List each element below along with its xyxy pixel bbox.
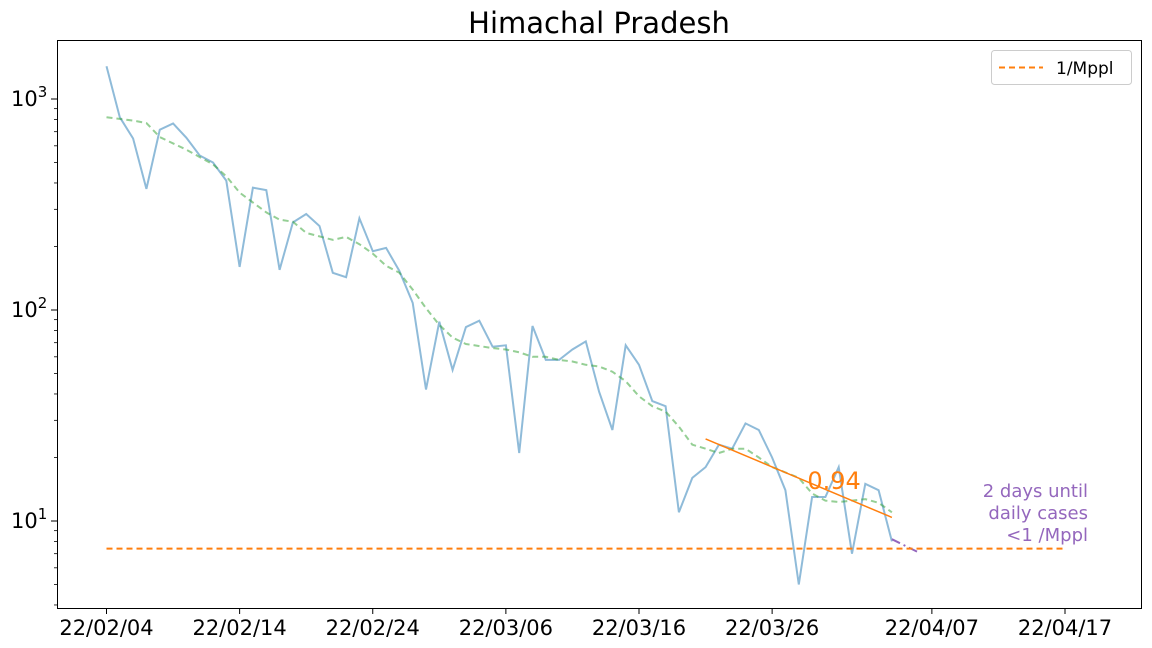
series-daily-line	[105, 65, 893, 585]
legend-box	[991, 50, 1132, 85]
x-tick-label: 22/03/16	[592, 616, 686, 640]
x-tick-label: 22/02/04	[59, 616, 153, 640]
forecast-line: daily cases	[988, 503, 1088, 524]
forecast-line: 2 days until	[983, 481, 1088, 502]
x-tick-label: 22/02/14	[192, 616, 286, 640]
forecast-annotation: 2 days until daily cases <1 /Mppl	[983, 481, 1088, 546]
x-tick-label: 22/04/17	[1018, 616, 1112, 640]
x-axis: 22/02/04 22/02/14 22/02/24 22/03/06 22/03/16…	[59, 608, 1112, 640]
series-layer	[105, 65, 1065, 585]
legend-label-threshold: 1/Mppl	[1056, 59, 1114, 79]
series-trend-fit-line	[705, 438, 893, 519]
y-axis: 101 102 103	[11, 83, 57, 606]
legend: 1/Mppl	[991, 50, 1132, 85]
chart-title: Himachal Pradesh	[468, 6, 730, 40]
y-tick-label: 101	[11, 505, 47, 533]
x-tick-label: 22/03/06	[459, 616, 553, 640]
rate-annotation: 0.94	[807, 467, 860, 495]
x-tick-label: 22/02/24	[326, 616, 420, 640]
plot-frame	[57, 40, 1142, 609]
forecast-line: <1 /Mppl	[1006, 525, 1088, 546]
series-projection-line	[891, 538, 920, 554]
y-tick-label: 103	[11, 83, 47, 111]
x-tick-label: 22/04/07	[885, 616, 979, 640]
y-tick-label: 102	[11, 294, 47, 322]
x-tick-label: 22/03/26	[725, 616, 819, 640]
